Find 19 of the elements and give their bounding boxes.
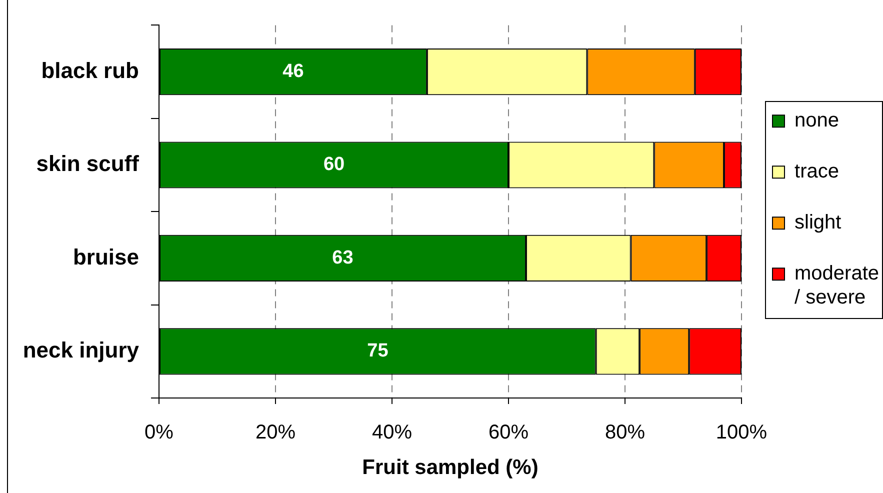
legend-label: trace [794, 160, 839, 183]
data-label: 63 [332, 247, 354, 268]
y-tick-label: skin scuff [36, 151, 140, 176]
x-tick-label: 100% [716, 422, 768, 444]
x-tick-label: 40% [372, 422, 412, 444]
y-tick-label: neck injury [22, 337, 140, 362]
legend-label: moderate / severe [794, 262, 880, 309]
x-tick-label: 80% [604, 422, 646, 444]
x-axis-title: Fruit sampled (%) [362, 456, 538, 480]
data-label: 46 [282, 61, 304, 82]
x-tick-label: 0% [144, 422, 174, 444]
data-label: 60 [323, 154, 345, 176]
data-label: 75 [367, 340, 389, 362]
x-tick-label: 20% [255, 422, 296, 444]
legend-label: slight [794, 212, 842, 234]
legend-label: none [794, 110, 840, 132]
x-tick-label: 60% [488, 422, 529, 444]
y-tick-label: black rub [41, 58, 139, 83]
y-tick-label: bruise [72, 244, 139, 270]
